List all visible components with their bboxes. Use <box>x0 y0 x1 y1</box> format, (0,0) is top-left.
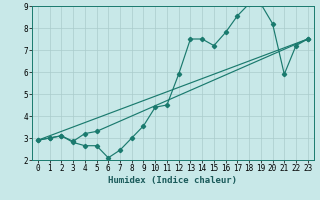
X-axis label: Humidex (Indice chaleur): Humidex (Indice chaleur) <box>108 176 237 185</box>
